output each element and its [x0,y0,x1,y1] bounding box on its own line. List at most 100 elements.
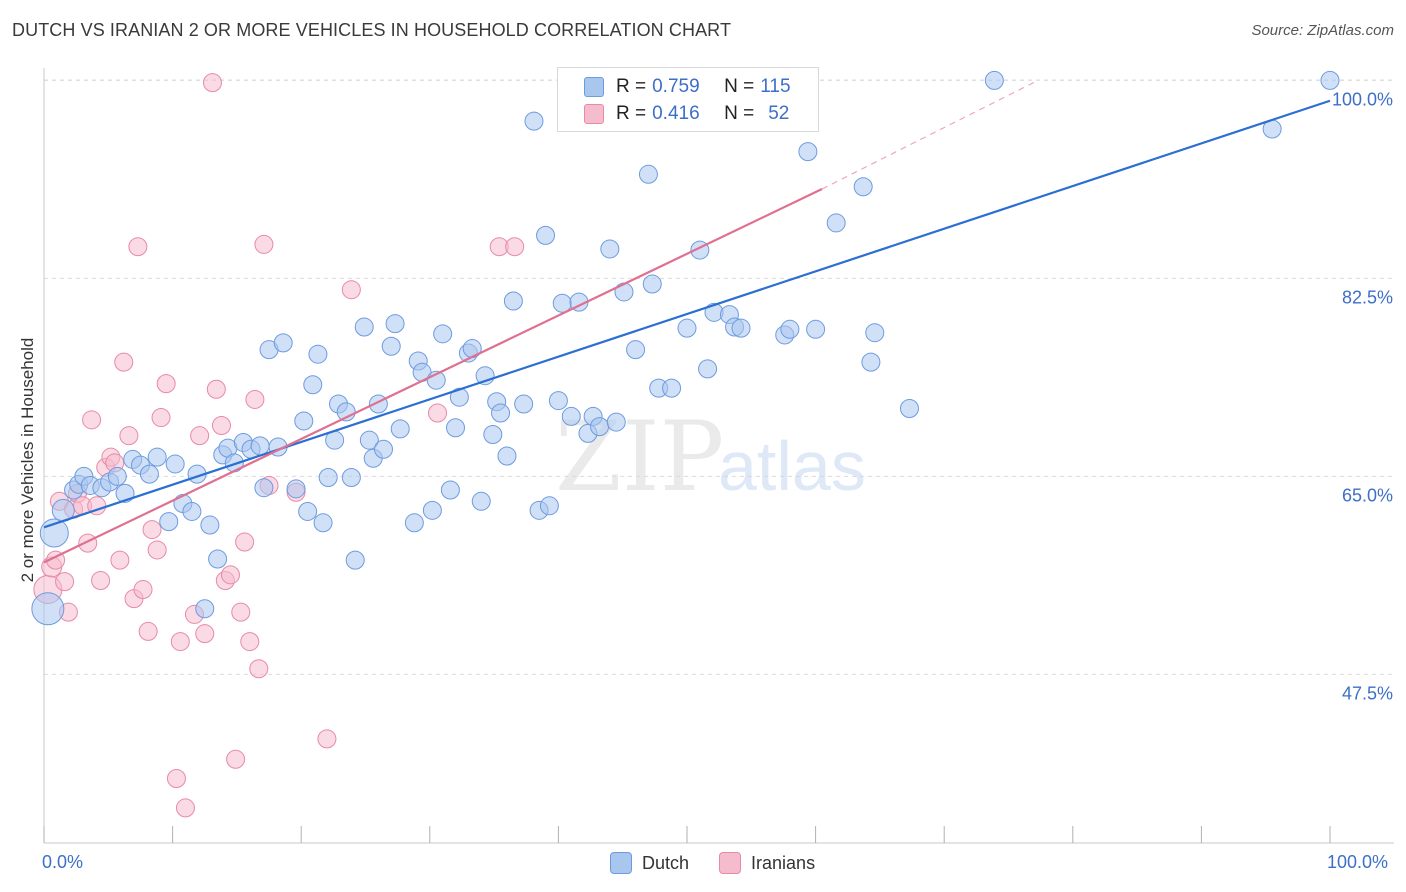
dutch-point [780,319,800,339]
dutch-point [385,314,405,334]
dutch-point [147,447,167,467]
dutch-point [590,417,610,437]
iranians-point [249,659,269,679]
iranians-point [220,565,240,585]
dutch-point [165,454,185,474]
iranians-point [254,234,274,254]
legend-item-dutch: Dutch [610,852,689,874]
iranians-point [231,602,251,622]
legend-row-dutch: R = 0.759 N = 115 [584,74,791,100]
iranians-point [151,408,171,428]
dutch-point [826,213,846,233]
iranians-r-value: 0.416 [652,103,700,124]
dutch-point [899,399,919,419]
dutch-point [345,550,365,570]
y-tick-label: 65.0% [1342,485,1393,505]
y-axis-title: 2 or more Vehicles in Household [18,337,37,583]
iranians-r-label: R = [616,103,647,124]
iranians-point [206,379,226,399]
iranians-point [175,798,195,818]
iranians-point [91,570,111,590]
dutch-point [561,406,581,426]
x-tick-right: 100.0% [1327,852,1389,872]
dutch-point [354,317,374,337]
dutch-point [433,324,453,344]
iranians-point [156,374,176,394]
dutch-point [677,318,697,338]
chart-title: DUTCH VS IRANIAN 2 OR MORE VEHICLES IN H… [12,20,732,40]
dutch-point [250,436,270,456]
dutch-legend-swatch [610,852,632,874]
iranians-point [114,352,134,372]
watermark-atlas: atlas [718,427,866,505]
iranians-point [55,572,75,592]
dutch-point [422,500,442,520]
iranians-point [341,280,361,300]
iranians-point [202,73,222,93]
series-legend: Dutch Iranians [610,852,845,874]
dutch-point [798,142,818,162]
dutch-point [806,319,826,339]
dutch-point [503,291,523,311]
iranians-point [119,426,139,446]
dutch-point [195,599,215,619]
dutch-point [514,394,534,414]
dutch-point [303,375,323,395]
iranians-point [428,403,448,423]
iranians-point [128,237,148,257]
iranians-point [505,237,525,257]
dutch-r-label: R = [616,76,647,97]
iranians-point [195,624,215,644]
dutch-point [254,478,274,498]
dutch-legend-label: Dutch [642,852,690,873]
dutch-point [984,70,1004,90]
dutch-point [606,412,626,432]
iranians-n-label: N = [724,103,755,124]
dutch-point [308,344,328,364]
dutch-point [548,391,568,411]
dutch-point [286,479,306,499]
iranians-swatch [584,104,604,124]
dutch-point [341,468,361,488]
dutch-point [294,411,314,431]
dutch-point [273,333,293,353]
iranians-point [78,533,98,553]
iranians-point [170,632,190,652]
dutch-n-value: 115 [760,76,791,97]
iranians-point [245,389,265,409]
dutch-point [381,336,401,356]
dutch-point [539,496,559,516]
gridlines [44,79,1394,675]
dutch-point [662,378,682,398]
dutch-point [731,318,751,338]
dutch-point [200,515,220,535]
dutch-point [107,466,127,486]
legend-item-iranians: Iranians [719,852,815,874]
iranians-point [235,532,255,552]
dutch-point [614,282,634,302]
dutch-point [626,340,646,360]
dutch-point [139,464,159,484]
dutch-point [390,419,410,439]
dutch-point [483,425,503,445]
dutch-r-value: 0.759 [652,76,700,97]
dutch-n-label: N = [724,76,755,97]
dutch-point [404,513,424,533]
iranians-legend-swatch [719,852,742,874]
dutch-points [31,70,1340,626]
dutch-point [159,512,179,532]
iranians-trend-line [43,187,823,564]
dutch-point [861,352,881,372]
dutch-point [318,468,338,488]
iranians-point [190,426,210,446]
iranians-n-value: 52 [768,103,790,124]
dutch-point [698,359,718,379]
dutch-swatch [584,77,604,97]
dutch-point [1320,70,1340,90]
iranians-point [142,520,162,540]
dutch-point [182,501,202,521]
axes [43,68,1394,844]
dutch-point [497,446,517,466]
y-tick-label: 47.5% [1342,683,1393,703]
